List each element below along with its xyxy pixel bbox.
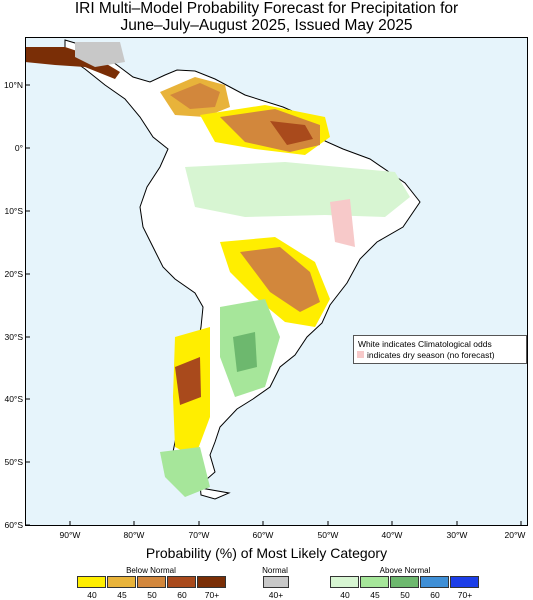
below-normal-central-america (25, 47, 120, 79)
normal-tick-label: 40+ (268, 590, 284, 600)
above-normal-swatch-5 (450, 576, 479, 588)
climatology-note: White indicates Climatological odds (358, 339, 492, 349)
above-normal-tick-label-3: 50 (400, 590, 410, 600)
below-normal-tick-label-4: 60 (177, 590, 187, 600)
below-normal-tick-label-2: 45 (117, 590, 127, 600)
below-normal-tick-label-3: 50 (147, 590, 157, 600)
above-normal-patagonia (160, 447, 210, 497)
dry-season-swatch (357, 351, 364, 358)
above-normal-tick-label-2: 45 (370, 590, 380, 600)
map-border (25, 37, 528, 526)
below-normal-swatch-1 (77, 576, 106, 588)
below-normal-tick-label-1: 40 (87, 590, 97, 600)
below-normal-central-brazil-core (240, 247, 320, 312)
lat-label-60s: 60°S (4, 520, 23, 530)
lon-label-20w: 20°W (504, 530, 526, 540)
lon-label-50w: 50°W (317, 530, 339, 540)
lat-label-50s: 50°S (4, 457, 23, 467)
map-title: IRI Multi–Model Probability Forecast for… (0, 0, 533, 34)
below-normal-label: Below Normal (126, 566, 176, 575)
lon-label-40w: 40°W (381, 530, 403, 540)
below-normal-amazon-north-peak (270, 121, 313, 145)
climatology-note-box: White indicates Climatological odds indi… (353, 335, 527, 364)
title-line-1: IRI Multi–Model Probability Forecast for… (74, 0, 459, 17)
lon-label-80w: 80°W (123, 530, 145, 540)
below-normal-swatch-4 (167, 576, 196, 588)
below-normal-swatch-5 (197, 576, 226, 588)
normal-swatch (263, 576, 289, 588)
above-normal-brazil (185, 162, 410, 217)
forecast-shading (25, 42, 410, 497)
below-normal-north-coast-core (170, 83, 220, 109)
below-normal-chile-core (175, 357, 201, 405)
normal-label: Normal (262, 566, 288, 575)
above-normal-la-plata-core (233, 332, 257, 372)
lat-label-30s: 30°S (4, 332, 23, 342)
map-canvas (25, 37, 528, 526)
map-panel (25, 37, 528, 526)
below-normal-swatch-3 (137, 576, 166, 588)
above-normal-swatch-2 (360, 576, 389, 588)
key-title: Probability (%) of Most Likely Category (145, 545, 388, 561)
dry-season-note: indicates dry season (no forecast) (367, 350, 495, 360)
above-normal-swatch-1 (330, 576, 359, 588)
lon-label-30w: 30°W (446, 530, 468, 540)
normal-gray-north (75, 42, 125, 67)
lat-label-0: 0° (14, 143, 23, 153)
above-normal-swatch-3 (390, 576, 419, 588)
below-normal-tick-label-5: 70+ (204, 590, 220, 600)
above-normal-tick-label-1: 40 (340, 590, 350, 600)
lon-label-90w: 90°W (59, 530, 81, 540)
lat-label-10s: 10°S (4, 206, 23, 216)
lon-label-60w: 60°W (252, 530, 274, 540)
above-normal-swatch-4 (420, 576, 449, 588)
lon-label-70w: 70°W (188, 530, 210, 540)
above-normal-label: Above Normal (379, 566, 431, 575)
title-line-2: June–July–August 2025, Issued May 2025 (120, 17, 413, 34)
above-normal-tick-label-4: 60 (430, 590, 440, 600)
below-normal-swatch-2 (107, 576, 136, 588)
lat-label-40s: 40°S (4, 394, 23, 404)
dry-season-patch (330, 199, 355, 247)
above-normal-tick-label-5: 70+ (457, 590, 473, 600)
lat-label-20s: 20°S (4, 269, 23, 279)
lat-label-10n: 10°N (4, 80, 23, 90)
